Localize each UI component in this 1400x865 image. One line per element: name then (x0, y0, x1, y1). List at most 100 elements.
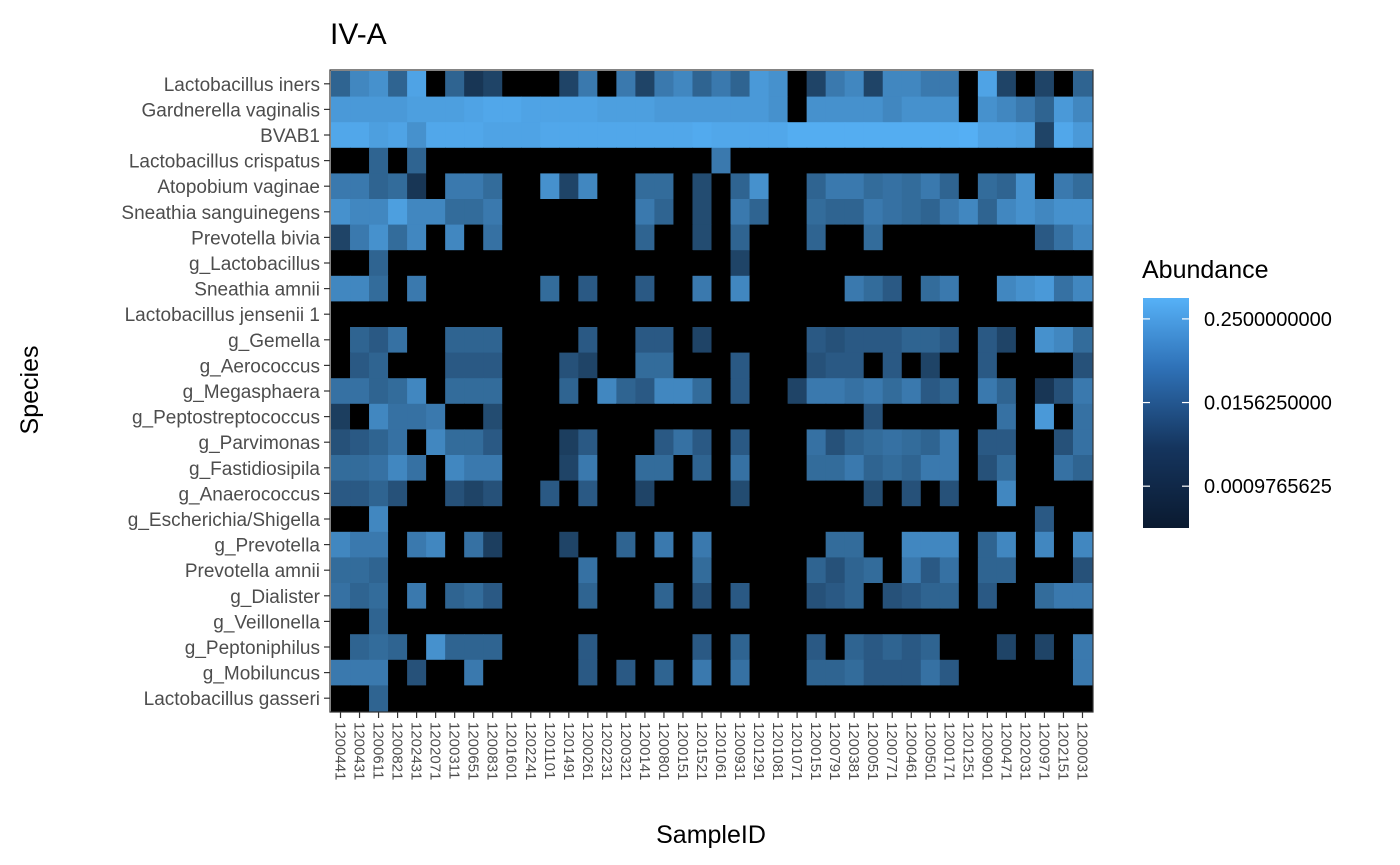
heatmap-cell (597, 96, 617, 123)
heatmap-cell (920, 659, 941, 686)
heatmap-cell (958, 531, 979, 558)
heatmap-cell (863, 301, 884, 328)
heatmap-cell (787, 659, 808, 686)
heatmap-cell (749, 403, 770, 430)
heatmap-cell (673, 480, 694, 507)
heatmap-cell (863, 608, 884, 635)
heatmap-cell (749, 250, 770, 277)
heatmap-cell (1034, 122, 1055, 149)
heatmap-cell (863, 557, 884, 584)
heatmap-cell (1034, 250, 1055, 277)
x-tick-label: 1201071 (788, 722, 805, 780)
heatmap-cell (711, 147, 732, 174)
heatmap-cell (616, 96, 637, 123)
heatmap-cell (749, 199, 770, 226)
heatmap-cell (350, 583, 370, 610)
heatmap-cell (844, 378, 865, 405)
heatmap-cell (597, 173, 617, 200)
heatmap-cell (882, 455, 903, 482)
heatmap-cell (882, 71, 903, 98)
heatmap-cell (559, 122, 579, 149)
heatmap-cell (806, 378, 827, 405)
heatmap-cell (673, 301, 694, 328)
heatmap-cell (1072, 199, 1093, 226)
heatmap-cell (578, 224, 598, 251)
heatmap-cell (1053, 275, 1074, 302)
heatmap-cell (1034, 275, 1055, 302)
heatmap-cell (673, 455, 694, 482)
heatmap-cell (559, 275, 579, 302)
heatmap-cell (464, 275, 484, 302)
heatmap-cell (806, 429, 827, 456)
heatmap-cell (844, 659, 865, 686)
heatmap-cell (616, 301, 637, 328)
heatmap-cell (388, 403, 408, 430)
heatmap-cell (787, 685, 808, 712)
heatmap-cell (806, 608, 827, 635)
heatmap-cell (692, 147, 713, 174)
heatmap-cell (464, 403, 484, 430)
heatmap-cell (806, 122, 827, 149)
heatmap-cell (502, 147, 522, 174)
heatmap-cell (844, 634, 865, 661)
heatmap-cell (350, 352, 370, 379)
heatmap-cell (844, 250, 865, 277)
heatmap-cell (597, 557, 617, 584)
heatmap-cell (692, 301, 713, 328)
heatmap-cell (502, 250, 522, 277)
heatmap-cell (977, 352, 998, 379)
heatmap-cell (350, 659, 370, 686)
heatmap-cell (825, 531, 846, 558)
heatmap-cell (521, 685, 541, 712)
heatmap-cell (1015, 557, 1036, 584)
heatmap-cell (787, 71, 808, 98)
heatmap-cell (901, 173, 922, 200)
heatmap-cell (692, 583, 713, 610)
heatmap-cell (616, 250, 637, 277)
heatmap-cell (388, 96, 408, 123)
heatmap-cell (882, 301, 903, 328)
heatmap-cell (806, 403, 827, 430)
heatmap-cell (616, 147, 637, 174)
heatmap-cell (578, 608, 598, 635)
heatmap-cell (635, 224, 656, 251)
x-tick-label: 1200461 (902, 722, 919, 780)
heatmap-cell (1072, 173, 1093, 200)
heatmap-cell (1053, 71, 1074, 98)
heatmap-cell (939, 352, 960, 379)
heatmap-cell (1015, 455, 1036, 482)
heatmap-cell (654, 557, 675, 584)
heatmap-cell (407, 634, 427, 661)
x-tick-label: 1202241 (522, 722, 539, 780)
x-axis-title: SampleID (656, 821, 766, 849)
y-tick-label: g_Escherichia/Shigella (128, 510, 321, 531)
heatmap-cell (711, 378, 732, 405)
heatmap-cell (502, 96, 522, 123)
heatmap-cell (635, 583, 656, 610)
heatmap-cell (369, 429, 389, 456)
heatmap-cell (388, 531, 408, 558)
heatmap-cell (1053, 557, 1074, 584)
heatmap-cell (673, 96, 694, 123)
heatmap-cell (635, 506, 656, 533)
heatmap-cell (977, 608, 998, 635)
heatmap-cell (407, 122, 427, 149)
heatmap-cell (578, 531, 598, 558)
heatmap-cell (654, 429, 675, 456)
heatmap-cell (806, 685, 827, 712)
heatmap-cell (502, 301, 522, 328)
y-tick-label: g_Lactobacillus (189, 254, 320, 275)
heatmap-cell (464, 199, 484, 226)
heatmap-cell (1015, 403, 1036, 430)
heatmap-cell (958, 608, 979, 635)
heatmap-cell (882, 327, 903, 354)
heatmap-cell (654, 122, 675, 149)
heatmap-cell (901, 352, 922, 379)
heatmap-cell (445, 147, 465, 174)
heatmap-cell (521, 531, 541, 558)
heatmap-cell (445, 608, 465, 635)
y-tick-label: Lactobacillus jensenii 1 (125, 305, 320, 326)
heatmap-cell (1072, 480, 1093, 507)
heatmap-cell (749, 301, 770, 328)
